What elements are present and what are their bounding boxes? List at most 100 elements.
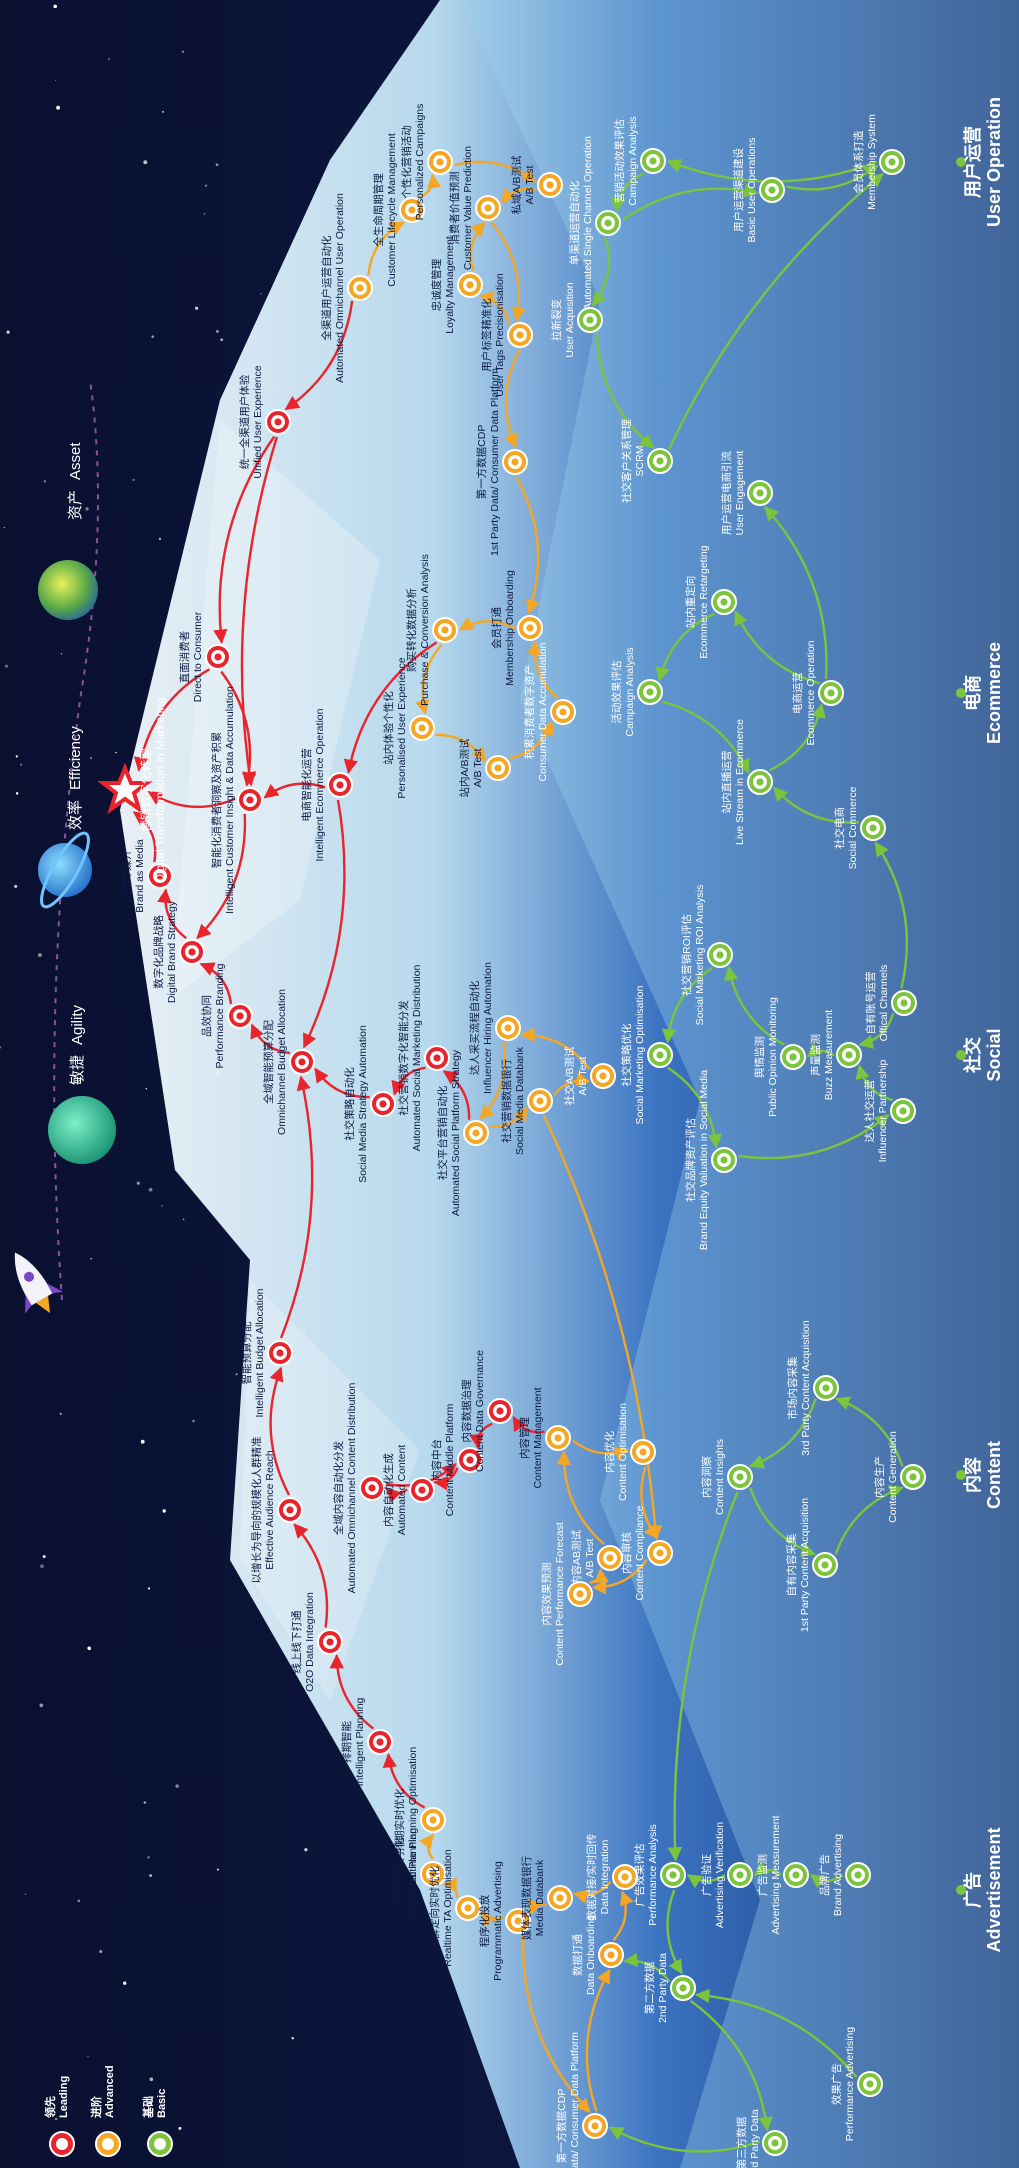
node-core: [156, 872, 164, 880]
node-g10: 活动效果评估 Campaign Analysis: [610, 647, 663, 737]
node-label-en: Content Compliance: [634, 1505, 646, 1600]
node-core: [554, 1434, 562, 1442]
node-core: [736, 1473, 744, 1481]
arrow-o12-to-o13: [509, 720, 554, 760]
node-core: [214, 653, 222, 661]
node-core: [441, 626, 449, 634]
node-label-en: Programmatic Advertising: [492, 1861, 504, 1981]
node-label-zh: 统一全渠道用户体验: [238, 374, 251, 469]
node-o8: 第一方数据CDP 1st Party Data/ Consumer Data Pl…: [475, 368, 528, 556]
node-label-en: A/B Test: [472, 748, 484, 787]
node-label-en: Personalised User Experience: [396, 657, 408, 798]
arrow-g10-to-g11: [661, 700, 750, 774]
node-o21: 内容审核 Content Compliance: [620, 1505, 673, 1601]
star-dot: [14, 884, 18, 888]
node-label-en: Influencer Hiring Automation: [482, 962, 494, 1094]
node-core: [433, 1054, 441, 1062]
node-core: [436, 158, 444, 166]
node-label-zh: 程序化投放: [478, 1894, 491, 1947]
star-dot: [147, 1587, 151, 1590]
node-core: [909, 1473, 917, 1481]
node-o1: 全渠道用户运营自动化 Automated Omnichannel User Ope…: [320, 193, 373, 383]
node-label-en: A/B Test: [524, 165, 536, 204]
arrow-g12-to-g11: [772, 786, 860, 824]
domain-label-zh: 电商: [962, 675, 983, 711]
star-dot: [148, 1187, 153, 1192]
node-label-zh: 第一方数据CDP: [555, 2089, 568, 2164]
node-r10: 社交营销数字化智能分发 Automated Social Marketing Di…: [397, 964, 450, 1151]
arrow-o23-to-r16: [382, 1752, 426, 1809]
node-label-en: Effective Audience Reach: [264, 1450, 276, 1570]
arrow-o17-to-o15: [552, 1071, 591, 1097]
node-g8: 站内重定向 Ecommerce Retargeting: [684, 545, 737, 659]
node-core: [326, 1638, 334, 1646]
node-core: [656, 1051, 664, 1059]
node-o19: 内容优化 Content Optimisation: [603, 1403, 656, 1501]
node-core: [822, 1384, 830, 1392]
node-r18: 内容数据治理 Content Data Governance: [460, 1350, 513, 1472]
node-r3: 品效协同 Performance Branding: [200, 963, 253, 1069]
node-label-en: Content Performance Forecast: [554, 1522, 566, 1666]
node-label-en: Customer Lifecycle Management: [386, 133, 398, 287]
node-label-en: Content Middle Platform: [444, 1403, 456, 1516]
node-o23: 排期实时优化 Realtime Planning Optimisation: [393, 1747, 446, 1893]
node-label-zh: 广告验证: [700, 1854, 713, 1896]
star-dot: [99, 1950, 103, 1953]
star-dot: [175, 1784, 179, 1788]
node-label-zh: 电商智能化运营: [300, 748, 313, 822]
domain-ad: 广告 Advertisement: [956, 1827, 1004, 1953]
node-core: [418, 1486, 426, 1494]
node-label-zh: 舆情监测: [753, 1036, 766, 1078]
star-dot: [60, 653, 63, 655]
node-core: [827, 689, 835, 697]
node-label-en: Automated Single Channel Operation: [582, 136, 594, 310]
node-core: [336, 781, 344, 789]
node-label-zh: 第一方数据CDP: [475, 425, 488, 500]
node-core: [286, 1506, 294, 1514]
node-g15: 自有账号运营 Offical Channels: [864, 965, 917, 1041]
node-o30: 第一方数据CDP 1st Party Data/ Consumer Data Pl…: [555, 2032, 608, 2168]
node-label-zh: 人群定向实时优化: [428, 1866, 441, 1950]
node-label-en: Advertising Verification: [714, 1822, 726, 1928]
green-planet-icon: [48, 1096, 116, 1164]
node-label-zh: 智能预算分配: [240, 1321, 253, 1384]
node-o2: 全生命周期管理 Customer Lifecycle Management: [372, 133, 425, 287]
node-label-zh: 社交策略优化: [620, 1023, 633, 1086]
arrow-r2-to-peak: [132, 811, 157, 863]
node-label-en: 1st Party Data/ Consumer Data Platform: [569, 2032, 581, 2168]
node-label-zh: 内容审核: [620, 1532, 633, 1574]
domain-dot: [956, 157, 966, 167]
node-label-zh: 内容数据治理: [460, 1379, 473, 1442]
goal-agility: 敏捷 Agility: [48, 1004, 116, 1164]
arrow-o24-to-o23: [419, 1833, 434, 1860]
star-dot: [108, 58, 110, 60]
star-dot: [216, 1868, 219, 1871]
domain-user: 用户运营 User Operation: [956, 97, 1004, 227]
node-core: [274, 418, 282, 426]
goal-asset-zh: 资产: [67, 490, 84, 520]
star-dot: [195, 306, 199, 310]
node-label-en: Ecommerce Retargeting: [698, 545, 710, 658]
node-core: [771, 2139, 779, 2147]
node-label-zh: 单渠道运营自动化: [568, 181, 581, 265]
arrow-o7-to-o8: [503, 349, 521, 449]
node-label-zh: 站内重定向: [684, 576, 697, 629]
peak-label-zh: 营销数字化转型: [138, 748, 153, 832]
node-core: [621, 1873, 629, 1881]
node-o5: 消费者价值预测 Customer Value Prediction: [448, 146, 501, 270]
node-label-zh: 内容中台: [430, 1439, 443, 1481]
node-label-en: Influencer Partnership: [877, 1059, 889, 1162]
node-label-zh: 站内体验个性化: [382, 691, 395, 765]
star-dot: [145, 1087, 148, 1090]
node-label-en: Performance Analysis: [647, 1824, 659, 1926]
node-label-zh: 社交A/B测试: [563, 1046, 576, 1105]
star-dot: [54, 2117, 58, 2121]
domain-dot: [956, 1050, 966, 1060]
node-label-zh: 内容优化: [603, 1431, 616, 1473]
node-label-zh: 排期实时优化: [393, 1788, 406, 1851]
node-g2: 营销活动效果评估 Campaign Analysis: [613, 116, 666, 206]
arrow-g21-to-g20: [835, 1396, 904, 1467]
node-o14: 达人采买流程自动化 Influencer Hiring Automation: [468, 962, 521, 1094]
node-core: [646, 688, 654, 696]
node-o4: 忠诚度管理 Loyalty Management: [430, 236, 483, 334]
